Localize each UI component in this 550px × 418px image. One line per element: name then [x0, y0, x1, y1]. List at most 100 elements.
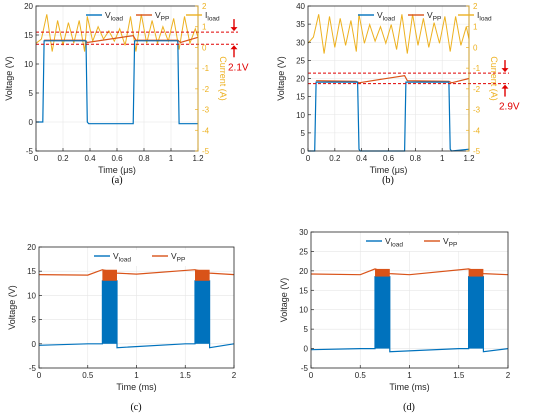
delta-annotation: 2.9V [499, 102, 520, 113]
y-tick-label: 40 [296, 2, 305, 11]
y2-tick-label: -5 [202, 147, 210, 156]
x-tick-label: 0.6 [111, 154, 123, 163]
legend: Vload VPP [90, 250, 214, 266]
vpp-burst-block [195, 269, 210, 281]
y-tick-label: 20 [24, 2, 33, 11]
y-tick-label: 0 [29, 118, 34, 127]
x-tick-label: 0.2 [57, 154, 69, 163]
arrow-up-head [501, 84, 509, 89]
y-tick-label: 10 [24, 60, 33, 69]
y-tick-label: -5 [26, 147, 34, 156]
legend-label-v-load: Vload [385, 236, 403, 249]
panel-caption-c: (c) [130, 402, 141, 413]
y2-tick-label: -1 [473, 64, 481, 73]
arrow-down-head [230, 27, 238, 32]
x-tick-label: 1 [440, 154, 445, 163]
y2-tick-label: -3 [473, 106, 481, 115]
vload-burst-block [375, 276, 390, 349]
x-axis-label: Time (μs) [370, 165, 408, 175]
x-axis-label: Time (μs) [98, 165, 136, 175]
series-line-v-load [310, 276, 509, 353]
arrow-down-head [501, 68, 509, 73]
arrow-up-head [230, 45, 238, 50]
y-tick-label: 5 [304, 325, 309, 334]
y-tick-label: 20 [299, 267, 308, 276]
legend: Vload VPP Iload [358, 10, 492, 23]
y-tick-label: -5 [301, 364, 309, 373]
panel-caption-a: (a) [111, 175, 122, 186]
x-tick-label: 0 [37, 371, 42, 380]
x-tick-label: 0.4 [356, 154, 368, 163]
y-axis-label: Voltage (V) [7, 285, 17, 330]
x-axis-label: Time (ms) [116, 382, 156, 392]
y2-axis-label: Current (A) [218, 56, 228, 101]
legend-label-v-pp: VPP [171, 251, 185, 264]
x-tick-label: 2 [232, 371, 237, 380]
y2-tick-label: -2 [473, 85, 481, 94]
vload-burst-block [468, 276, 484, 349]
series-line-i-load [307, 14, 470, 54]
y-axis-label: Voltage (V) [276, 56, 286, 101]
x-tick-label: 0.4 [84, 154, 96, 163]
y2-tick-label: 2 [202, 2, 207, 11]
vload-burst-block [102, 280, 117, 344]
y2-tick-label: 1 [473, 23, 478, 32]
panel-caption-b: (b) [382, 175, 394, 186]
y-tick-label: 15 [27, 267, 36, 276]
x-tick-label: 0.6 [383, 154, 395, 163]
y-axis-label: Voltage (V) [4, 56, 14, 101]
y-tick-label: 10 [27, 291, 36, 300]
legend-label-v-pp: VPP [427, 10, 441, 23]
y-tick-label: -5 [29, 364, 37, 373]
legend-label-v-pp: VPP [155, 10, 169, 23]
vload-burst-block [195, 280, 210, 344]
y2-axis-label: Current (A) [489, 56, 499, 101]
y2-tick-label: 1 [202, 23, 207, 32]
y-tick-label: 20 [296, 75, 305, 84]
x-axis-label: Time (ms) [389, 382, 429, 392]
y-tick-label: 25 [299, 247, 308, 256]
y-tick-label: 35 [296, 20, 305, 29]
legend: Vload VPP [362, 235, 486, 251]
x-tick-label: 1 [169, 154, 174, 163]
y2-tick-label: 0 [473, 43, 478, 52]
x-tick-label: 1.5 [180, 371, 192, 380]
chart-panel-a: 2.1V0 0.2 0.4 0.6 0.8 1 1.2-505101520-5-4-3-2-… [4, 2, 249, 175]
x-tick-label: 1 [134, 371, 139, 380]
legend-label-v-load: Vload [377, 10, 395, 23]
y-tick-label: 10 [296, 111, 305, 120]
y-tick-label: 5 [32, 316, 37, 325]
series-line-v-load [36, 40, 198, 125]
y2-tick-label: 2 [473, 2, 478, 11]
panel-caption-d: (d) [403, 402, 415, 413]
y2-tick-label: -3 [202, 106, 210, 115]
legend-box [90, 250, 214, 266]
chart-panel-b: 2.9V0 0.2 0.4 0.6 0.8 1 1.20510152025303540-5-… [276, 2, 520, 175]
legend-label-i-load: Iload [477, 10, 492, 23]
y2-tick-label: -2 [202, 85, 210, 94]
x-tick-label: 0 [306, 154, 311, 163]
y2-tick-label: -5 [473, 147, 481, 156]
legend-box [362, 235, 486, 251]
vpp-burst-block [102, 269, 117, 281]
vpp-burst-block [468, 268, 484, 277]
y2-tick-label: -1 [202, 64, 210, 73]
y-tick-label: 15 [299, 286, 308, 295]
x-tick-label: 1 [407, 371, 412, 380]
x-tick-label: 1.2 [463, 154, 475, 163]
x-tick-label: 0.8 [410, 154, 422, 163]
y-tick-label: 5 [29, 89, 34, 98]
y2-tick-label: -4 [202, 126, 210, 135]
y-tick-label: 30 [299, 228, 308, 237]
x-tick-label: 0.5 [82, 371, 94, 380]
legend-label-v-load: Vload [113, 251, 131, 264]
x-tick-label: 0.5 [355, 371, 367, 380]
x-tick-label: 0.8 [138, 154, 150, 163]
y-tick-label: 5 [301, 129, 306, 138]
delta-annotation: 2.1V [228, 62, 249, 73]
series-line-i-load [35, 14, 199, 52]
y-tick-label: 30 [296, 38, 305, 47]
